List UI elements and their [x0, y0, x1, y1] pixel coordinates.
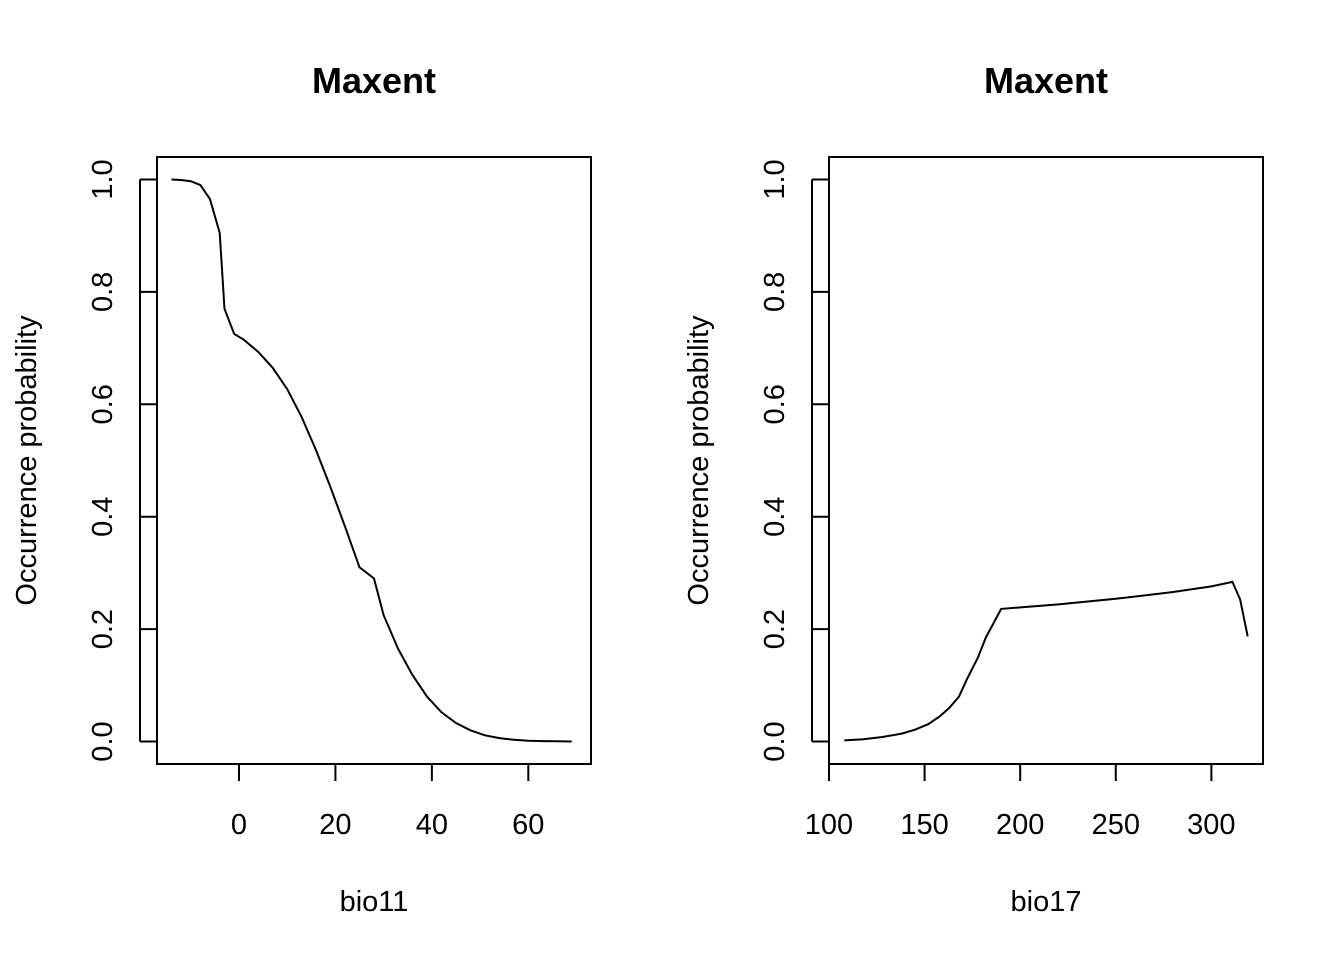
y-tick-label: 0.2	[759, 609, 791, 649]
panel-1: Maxent 0.0 0.2 0.4 0.6 0.8 1.0 0 20 40 60 bio11 Occu…	[11, 60, 592, 918]
panel-2: Maxent 0.0 0.2 0.4 0.6 0.8 1.0 100 150 200 250 300 b…	[683, 60, 1264, 918]
chart-title: Maxent	[312, 60, 436, 101]
x-tick-label: 60	[512, 809, 544, 841]
x-tick-label: 0	[231, 809, 247, 841]
y-tick-label: 1.0	[87, 159, 119, 199]
x-axis-label: bio11	[340, 886, 409, 918]
x-axis-label: bio17	[1011, 886, 1082, 918]
y-axis-label: Occurrence probability	[11, 315, 43, 606]
y-axis-label: Occurrence probability	[683, 315, 715, 606]
x-tick-label: 250	[1092, 809, 1140, 841]
y-tick-label: 0.2	[87, 609, 119, 649]
x-tick-label: 200	[996, 809, 1044, 841]
y-tick-label: 0.8	[759, 272, 791, 312]
x-tick-label: 150	[900, 809, 948, 841]
chart-title: Maxent	[984, 60, 1108, 101]
x-tick-label: 20	[319, 809, 351, 841]
x-tick-label: 300	[1187, 809, 1235, 841]
y-tick-label: 0.4	[87, 497, 119, 537]
y-tick-label: 0.6	[87, 384, 119, 424]
x-tick-label: 100	[805, 809, 853, 841]
y-tick-label: 0.4	[759, 497, 791, 537]
y-tick-label: 0.8	[87, 272, 119, 312]
series-line-1	[171, 178, 572, 743]
plot-frame	[828, 156, 1264, 765]
series-line-1	[844, 580, 1249, 742]
x-tick-label: 40	[416, 809, 448, 841]
plot-frame	[156, 156, 592, 765]
y-tick-label: 0.6	[759, 384, 791, 424]
y-tick-label: 0.0	[759, 721, 791, 761]
y-tick-label: 0.0	[87, 721, 119, 761]
y-tick-label: 1.0	[759, 159, 791, 199]
